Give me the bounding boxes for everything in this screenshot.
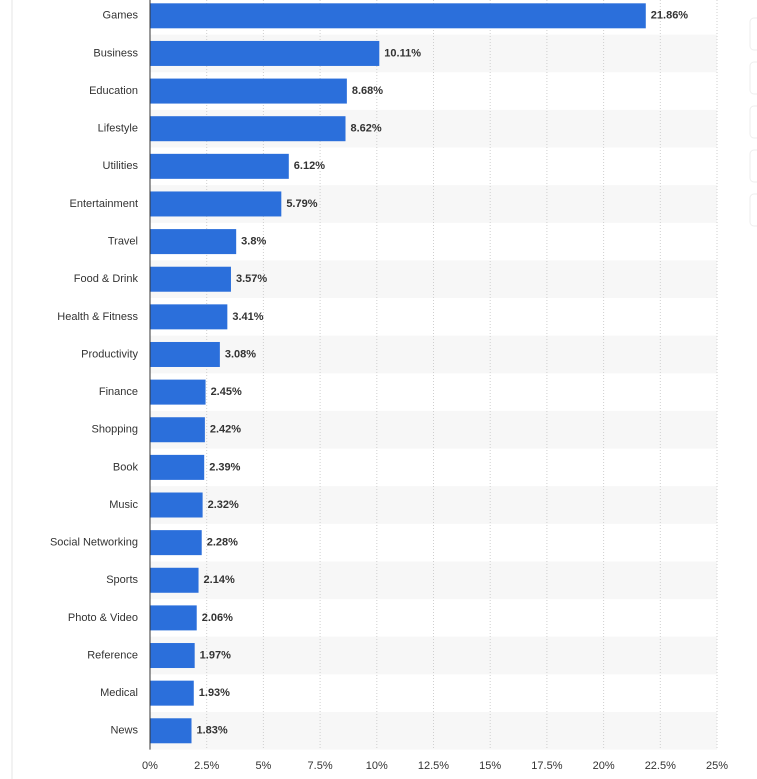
- bar: [150, 605, 197, 631]
- bar: [150, 718, 192, 744]
- value-label: 2.39%: [209, 461, 240, 473]
- y-tick-label: Games: [103, 10, 139, 22]
- x-tick-label: 10%: [366, 760, 388, 772]
- x-tick-label: 0%: [142, 760, 158, 772]
- x-tick-label: 25%: [706, 760, 728, 772]
- value-label: 2.42%: [210, 424, 241, 436]
- y-tick-label: Productivity: [81, 348, 138, 360]
- y-tick-label: Utilities: [103, 160, 139, 172]
- y-tick-label: Travel: [108, 236, 138, 248]
- x-tick-label: 5%: [255, 760, 271, 772]
- y-tick-label: Education: [89, 85, 138, 97]
- bar: [150, 680, 194, 706]
- side-widget: [749, 61, 757, 95]
- bar: [150, 643, 195, 669]
- x-tick-label: 7.5%: [308, 760, 333, 772]
- value-label: 2.14%: [204, 574, 235, 586]
- x-tick-label: 17.5%: [531, 760, 562, 772]
- y-tick-label: News: [110, 725, 138, 737]
- value-label: 3.57%: [236, 273, 267, 285]
- value-label: 1.93%: [199, 687, 230, 699]
- bar: [150, 78, 347, 104]
- value-label: 3.08%: [225, 348, 256, 360]
- x-tick-label: 12.5%: [418, 760, 449, 772]
- bar: [150, 530, 202, 556]
- value-label: 2.45%: [211, 386, 242, 398]
- side-widgets: [749, 17, 757, 227]
- side-widget: [749, 17, 757, 51]
- value-label: 8.62%: [351, 123, 382, 135]
- value-label: 1.83%: [197, 725, 228, 737]
- value-label: 21.86%: [651, 10, 689, 22]
- y-tick-label: Lifestyle: [98, 123, 138, 135]
- bar: [150, 266, 231, 292]
- bar: [150, 454, 205, 480]
- value-label: 1.97%: [200, 649, 231, 661]
- value-label: 10.11%: [384, 47, 421, 59]
- y-tick-label: Photo & Video: [68, 612, 138, 624]
- bar: [150, 116, 346, 142]
- bar: [150, 304, 228, 330]
- bar: [150, 229, 237, 255]
- bar: [150, 379, 206, 405]
- bar: [150, 341, 220, 367]
- side-widget: [749, 149, 757, 183]
- value-label: 2.06%: [202, 612, 233, 624]
- side-widget: [749, 193, 757, 227]
- value-label: 8.68%: [352, 85, 383, 97]
- x-tick-label: 22.5%: [645, 760, 676, 772]
- value-label: 5.79%: [286, 198, 317, 210]
- y-tick-label: Health & Fitness: [57, 311, 138, 323]
- y-tick-label: Social Networking: [50, 537, 138, 549]
- y-tick-label: Sports: [106, 574, 138, 586]
- y-tick-label: Medical: [100, 687, 138, 699]
- y-tick-label: Music: [109, 499, 138, 511]
- x-tick-label: 15%: [479, 760, 501, 772]
- bar: [150, 153, 289, 179]
- x-tick-label: 2.5%: [194, 760, 219, 772]
- value-label: 2.32%: [208, 499, 239, 511]
- bar: [150, 40, 380, 66]
- y-tick-label: Entertainment: [70, 198, 138, 210]
- y-tick-label: Food & Drink: [74, 273, 139, 285]
- y-tick-label: Book: [113, 461, 139, 473]
- bar: [150, 417, 205, 443]
- x-tick-label: 20%: [593, 760, 615, 772]
- y-tick-label: Shopping: [92, 424, 139, 436]
- value-label: 2.28%: [207, 537, 238, 549]
- row-band: [150, 711, 717, 750]
- bar: [150, 492, 203, 518]
- value-label: 3.8%: [241, 236, 266, 248]
- value-label: 3.41%: [232, 311, 263, 323]
- bar: [150, 567, 199, 593]
- side-widget: [749, 105, 757, 139]
- value-label: 6.12%: [294, 160, 325, 172]
- bar: [150, 191, 282, 217]
- y-tick-label: Business: [93, 47, 138, 59]
- y-tick-label: Reference: [87, 649, 138, 661]
- y-tick-label: Finance: [99, 386, 138, 398]
- bar: [150, 3, 646, 29]
